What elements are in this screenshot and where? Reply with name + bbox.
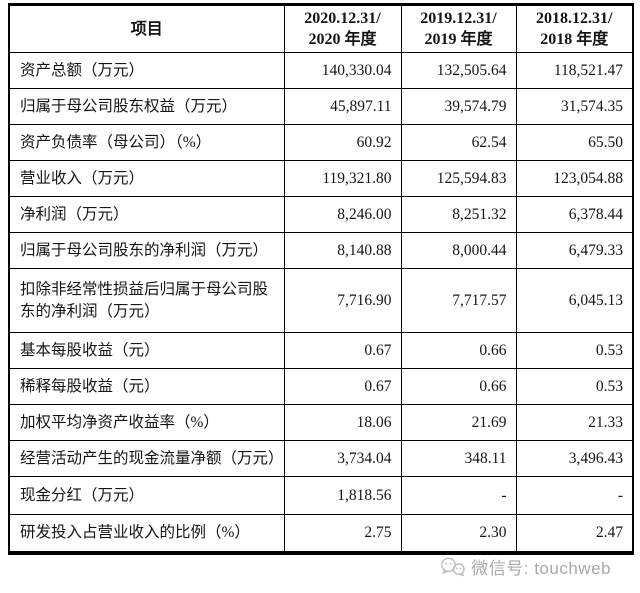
watermark-text: 微信号: touchweb [471, 559, 611, 578]
table-header-row: 项目 2020.12.31/ 2020 年度 2019.12.31/ 2019 … [8, 4, 634, 53]
row-label: 营业收入（万元） [8, 160, 285, 197]
cell-value: 119,321.80 [283, 160, 402, 197]
financial-summary-table: 项目 2020.12.31/ 2020 年度 2019.12.31/ 2019 … [8, 3, 634, 555]
cell-value: 8,000.44 [400, 232, 517, 269]
row-label: 经营活动产生的现金流量净额（万元） [8, 440, 285, 477]
cell-value: 60.92 [283, 124, 402, 161]
header-period-line1: 2020.12.31/ [304, 10, 381, 27]
table-row: 稀释每股收益（元） 0.67 0.66 0.53 [8, 368, 634, 405]
cell-value: 62.54 [400, 124, 517, 161]
cell-value: 0.67 [283, 368, 402, 405]
cell-value: 8,140.88 [283, 232, 402, 269]
cell-value: 118,521.47 [515, 52, 634, 89]
cell-value: 0.67 [283, 332, 402, 369]
cell-value: - [400, 476, 517, 515]
header-period-line1: 2019.12.31/ [420, 10, 497, 27]
table-row: 资产负债率（母公司）（%） 60.92 62.54 65.50 [8, 124, 634, 161]
cell-value: 0.66 [400, 332, 517, 369]
cell-value: 45,897.11 [283, 88, 402, 125]
cell-value: 1,818.56 [283, 476, 402, 515]
cell-value: 125,594.83 [400, 160, 517, 197]
cell-value: 7,717.57 [400, 268, 517, 333]
cell-value: 39,574.79 [400, 88, 517, 125]
table-row: 加权平均净资产收益率（%） 18.06 21.69 21.33 [8, 404, 634, 441]
table-row: 净利润（万元） 8,246.00 8,251.32 6,378.44 [8, 196, 634, 233]
cell-value: 123,054.88 [515, 160, 634, 197]
row-label: 归属于母公司股东的净利润（万元） [8, 232, 285, 269]
watermark: 微信号: touchweb [439, 554, 611, 579]
cell-value: 140,330.04 [283, 52, 402, 89]
cell-value: 18.06 [283, 404, 402, 441]
row-label: 现金分红（万元） [8, 476, 285, 515]
cell-value: 7,716.90 [283, 268, 402, 333]
table-row: 扣除非经常性损益后归属于母公司股东的净利润（万元） 7,716.90 7,717… [8, 268, 634, 333]
table-row: 经营活动产生的现金流量净额（万元） 3,734.04 348.11 3,496.… [8, 440, 634, 477]
header-period-2020: 2020.12.31/ 2020 年度 [283, 4, 402, 53]
header-period-line2: 2019 年度 [424, 31, 493, 48]
cell-value: 21.33 [515, 404, 634, 441]
row-label: 扣除非经常性损益后归属于母公司股东的净利润（万元） [8, 268, 285, 333]
header-period-2018: 2018.12.31/ 2018 年度 [515, 4, 634, 53]
table-row: 研发投入占营业收入的比例（%） 2.75 2.30 2.47 [8, 514, 634, 553]
row-label: 研发投入占营业收入的比例（%） [8, 514, 285, 553]
cell-value: 2.30 [400, 514, 517, 553]
cell-value: 3,734.04 [283, 440, 402, 477]
header-period-line2: 2020 年度 [308, 31, 377, 48]
header-item: 项目 [8, 4, 285, 53]
row-label: 资产负债率（母公司）（%） [8, 124, 285, 161]
cell-value: 0.53 [515, 368, 634, 405]
cell-value: 3,496.43 [515, 440, 634, 477]
table-row: 基本每股收益（元） 0.67 0.66 0.53 [8, 332, 634, 369]
cell-value: - [515, 476, 634, 515]
cell-value: 0.53 [515, 332, 634, 369]
cell-value: 132,505.64 [400, 52, 517, 89]
cell-value: 65.50 [515, 124, 634, 161]
table-row: 现金分红（万元） 1,818.56 - - [8, 476, 634, 515]
table-row: 资产总额（万元） 140,330.04 132,505.64 118,521.4… [8, 52, 634, 89]
table-row: 营业收入（万元） 119,321.80 125,594.83 123,054.8… [8, 160, 634, 197]
header-period-2019: 2019.12.31/ 2019 年度 [400, 4, 517, 53]
cell-value: 348.11 [400, 440, 517, 477]
table-row: 归属于母公司股东的净利润（万元） 8,140.88 8,000.44 6,479… [8, 232, 634, 269]
cell-value: 8,251.32 [400, 196, 517, 233]
cell-value: 6,479.33 [515, 232, 634, 269]
table-row: 归属于母公司股东权益（万元） 45,897.11 39,574.79 31,57… [8, 88, 634, 125]
cell-value: 31,574.35 [515, 88, 634, 125]
row-label: 基本每股收益（元） [8, 332, 285, 369]
cell-value: 21.69 [400, 404, 517, 441]
header-period-line2: 2018 年度 [540, 31, 609, 48]
cell-value: 8,246.00 [283, 196, 402, 233]
cell-value: 6,378.44 [515, 196, 634, 233]
row-label: 稀释每股收益（元） [8, 368, 285, 405]
cell-value: 2.75 [283, 514, 402, 553]
cell-value: 6,045.13 [515, 268, 634, 333]
wechat-icon [439, 556, 466, 578]
row-label: 加权平均净资产收益率（%） [8, 404, 285, 441]
cell-value: 0.66 [400, 368, 517, 405]
header-period-line1: 2018.12.31/ [536, 10, 613, 27]
row-label: 净利润（万元） [8, 196, 285, 233]
row-label: 资产总额（万元） [8, 52, 285, 89]
cell-value: 2.47 [515, 514, 634, 553]
row-label: 归属于母公司股东权益（万元） [8, 88, 285, 125]
